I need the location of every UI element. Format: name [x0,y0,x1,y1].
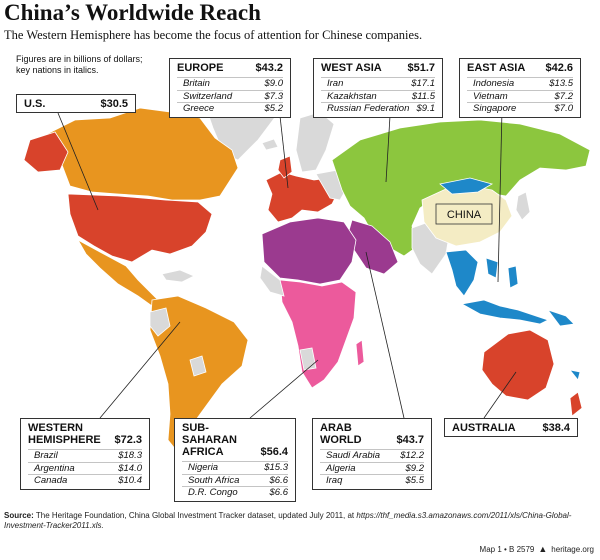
region-total: $51.7 [407,62,435,74]
country-row: Britain $9.0 [177,77,283,90]
country-row: Canada $10.4 [28,474,142,487]
country-row: D.R. Congo $6.6 [182,486,288,499]
country-row: Iran $17.1 [321,77,435,90]
region-name: EAST ASIA [467,62,526,74]
region-total: $72.3 [114,434,142,446]
country-row: Algeria $9.2 [320,461,424,475]
world-map: CHINA [23,91,591,451]
country-row: Iraq $5.5 [320,474,424,487]
region-name: SUB-SAHARAN AFRICA [182,422,237,458]
map-region-canada [44,107,239,201]
map-region-southeast-asia [445,249,499,297]
china-label-box [435,203,493,225]
map-region-australia [481,329,555,401]
leader-line-europe [279,115,289,189]
map-id: Map 1 • B 2579 [479,544,535,554]
country-row: Indonesia $13.5 [467,77,573,90]
page-subtitle: The Western Hemisphere has become the fo… [4,28,423,42]
page-title: China’s Worldwide Reach [4,0,261,25]
map-region-scandinavia [295,111,335,173]
heritage-logo-icon: ▲ [538,544,548,554]
map-region-sa-other [149,307,207,377]
region-box-western-hemisphere: WESTERN HEMISPHERE $72.3 Brazil $18.3 Arge… [20,418,150,490]
country-row: Kazakhstan $11.5 [321,89,435,103]
country-row: Vietnam $7.2 [467,89,573,103]
country-row: Russian Federation $9.1 [321,102,435,115]
region-box-australia: AUSTRALIA $38.4 [444,418,578,437]
map-region-britain [277,155,293,179]
map-region-north-africa [261,217,357,285]
country-row: Nigeria $15.3 [182,461,288,474]
map-region-europe [265,171,339,223]
region-total: $56.4 [260,446,288,458]
region-name: WESTERN HEMISPHERE [28,422,101,446]
country-row: Singapore $7.0 [467,102,573,115]
region-box-us: U.S. $30.5 [16,94,136,113]
leader-line-arab-world [365,251,405,419]
map-region-iceland [261,138,279,151]
region-box-arab-world: ARAB WORLD $43.7 Saudi Arabia $12.2 Algeri… [312,418,432,490]
country-row: Brazil $18.3 [28,449,142,462]
region-box-europe: EUROPE $43.2 Britain $9.0 Switzerland $7.3 … [169,58,291,118]
map-note-line1: Figures are in billions of dollars; [16,54,143,64]
map-region-philippines [507,265,519,289]
country-row: Greece $5.2 [177,102,283,115]
map-region-us [67,193,213,263]
country-row: South Africa $6.6 [182,473,288,487]
leader-line-sub-saharan [249,359,319,419]
region-total: $30.5 [100,98,128,110]
region-box-east-asia: EAST ASIA $42.6 Indonesia $13.5 Vietnam $7.… [459,58,581,118]
region-total: $43.2 [255,62,283,74]
source-link[interactable]: https://thf_media.s3.amazonaws.com/2011/… [4,511,572,530]
map-region-africa-other [259,265,317,371]
map-region-indonesia [460,299,550,325]
region-box-sub-saharan-africa: SUB-SAHARAN AFRICA $56.4 Nigeria $15.3 Sou… [174,418,296,502]
map-region-madagascar [355,339,365,367]
region-name: WEST ASIA [321,62,382,74]
leader-line-us [57,112,99,211]
map-region-alaska [23,131,69,173]
region-name: ARAB WORLD [320,422,362,446]
region-name: AUSTRALIA [452,422,516,434]
china-label: CHINA [447,209,482,221]
region-total: $42.6 [545,62,573,74]
map-region-sub-saharan [279,279,357,389]
map-region-japan [515,191,531,221]
country-row: Switzerland $7.3 [177,89,283,103]
region-total: $38.4 [542,422,570,434]
region-name: U.S. [24,98,46,110]
map-region-new-zealand [569,391,583,417]
region-box-west-asia: WEST ASIA $51.7 Iran $17.1 Kazakhstan $11.5… [313,58,443,118]
map-region-mongolia [439,177,494,195]
source-note: Source: The Heritage Foundation, China G… [4,511,596,531]
map-note: Figures are in billions of dollars; key … [16,54,161,76]
source-text: The Heritage Foundation, China Global In… [35,511,355,520]
map-region-pacific-islands [546,309,581,381]
map-note-line2: key nations in italics. [16,65,99,75]
source-label: Source: [4,511,34,520]
country-row: Argentina $14.0 [28,461,142,475]
leader-line-east-asia [497,109,503,283]
leader-line-western-hemisphere [99,321,181,419]
country-row: Saudi Arabia $12.2 [320,449,424,462]
region-name: EUROPE [177,62,224,74]
leader-line-west-asia [385,115,391,183]
region-total: $43.7 [396,434,424,446]
map-region-caribbean [161,269,195,283]
footer: Map 1 • B 2579 ▲ heritage.org [480,544,594,554]
site-link[interactable]: heritage.org [551,544,594,554]
leader-line-australia [483,371,517,419]
